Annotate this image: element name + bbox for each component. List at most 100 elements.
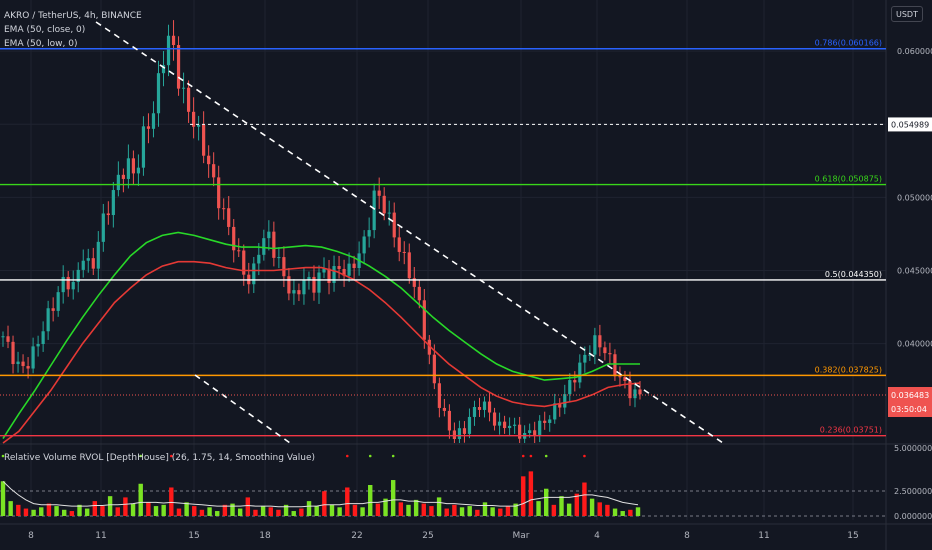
candle-body: [628, 380, 632, 399]
candle-body: [322, 268, 326, 273]
candle-body: [472, 406, 477, 417]
candle-body: [186, 87, 191, 112]
candle-body: [578, 362, 582, 383]
candle-body: [568, 380, 572, 395]
candle-body: [477, 406, 482, 410]
rvol-bar: [291, 511, 296, 516]
candle-body: [362, 236, 366, 254]
rvol-bar: [69, 511, 75, 516]
ema-low-label[interactable]: EMA (50, low, 0): [4, 39, 78, 49]
time-tick-label: 11: [95, 531, 106, 541]
rvol-bar: [589, 498, 595, 516]
rvol-bar: [138, 483, 143, 516]
rvol-bar: [123, 497, 128, 516]
candle-body: [111, 190, 115, 216]
rvol-bar: [566, 503, 572, 516]
candle-body: [372, 190, 376, 231]
rvol-bar: [16, 504, 21, 516]
candle-body: [422, 300, 426, 340]
candle-body: [502, 421, 507, 429]
fib-level-label: 0.618(0.050875): [815, 175, 882, 184]
candle-body: [492, 412, 497, 426]
rvol-bar: [398, 502, 404, 516]
indicator-legend[interactable]: Relative Volume RVOL [DepthHouse] (26, 1…: [4, 453, 316, 463]
last-price-box: [888, 387, 932, 418]
fib-level-label: 0.786(0.060166): [815, 39, 882, 48]
rvol-bar: [207, 507, 212, 516]
candle-body: [367, 230, 371, 237]
time-tick-label: 15: [188, 531, 199, 541]
time-tick-label: 8: [684, 531, 690, 541]
candle-body: [377, 190, 381, 196]
candle-body: [563, 394, 567, 408]
candle-body: [538, 420, 542, 435]
candle-body: [573, 380, 577, 383]
ema-close-label[interactable]: EMA (50, close, 0): [4, 25, 86, 35]
candle-body: [141, 126, 146, 168]
rvol-bar: [337, 507, 342, 516]
rvol-bar: [551, 504, 557, 516]
candle-body: [166, 35, 171, 66]
rvol-bar: [368, 485, 373, 516]
rvol-signal-dot: [170, 454, 173, 458]
candle-body: [76, 269, 80, 282]
rvol-bar: [345, 487, 350, 516]
rvol-bar: [8, 501, 13, 516]
candle-body: [26, 366, 30, 369]
candle-body: [533, 430, 537, 435]
candle-body: [633, 389, 637, 399]
candle-body: [212, 164, 216, 178]
candle-body: [407, 252, 411, 279]
candle-body: [121, 174, 125, 179]
rvol-bar: [390, 480, 396, 516]
rvol-bar: [276, 509, 281, 516]
rvol-bar: [543, 488, 549, 516]
rvol-bar: [260, 506, 266, 516]
candle-body: [1, 336, 5, 338]
rvol-bar: [62, 509, 67, 516]
rvol-bar: [84, 508, 90, 516]
rvol-bar: [268, 507, 273, 516]
rvol-bar: [429, 506, 434, 516]
rvol-bar: [383, 498, 388, 516]
time-tick-label: 22: [351, 531, 362, 541]
rvol-bar: [322, 491, 327, 516]
candle-body: [432, 354, 436, 384]
candle-body: [553, 403, 557, 420]
rvol-signal-dot: [529, 454, 533, 458]
candle-body: [96, 241, 100, 269]
candle-body: [317, 272, 321, 293]
rvol-bar: [628, 509, 633, 516]
rvol-bar: [521, 476, 526, 516]
indicator-pane: [0, 454, 886, 517]
indicator-tick-label: 2.500000: [894, 487, 932, 496]
candle-body: [71, 281, 75, 290]
rvol-bar: [100, 506, 105, 516]
candle-body: [457, 428, 462, 440]
time-tick-label: 18: [259, 531, 271, 541]
indicator-tick-label: 5.000000: [894, 444, 932, 453]
candle-body: [402, 251, 406, 253]
rvol-bar: [314, 506, 319, 516]
candle-body: [487, 401, 492, 413]
currency-button[interactable]: USDT: [891, 6, 923, 22]
candle-body: [452, 430, 457, 440]
rvol-signal-dot: [139, 454, 143, 458]
price-tick-label: 0.050000: [897, 193, 932, 202]
candle-body: [126, 158, 130, 179]
candle-body: [608, 353, 612, 355]
rvol-bar: [237, 508, 243, 516]
candle-body: [46, 308, 50, 332]
rvol-signal-dot: [391, 454, 395, 458]
candle-body: [482, 401, 487, 410]
candle-body: [191, 111, 196, 127]
candle-body: [91, 258, 95, 269]
candle-body: [442, 407, 446, 411]
candle-body: [307, 276, 311, 280]
candle-body: [56, 292, 60, 311]
candle-body: [347, 263, 351, 276]
rvol-bar: [299, 508, 304, 516]
symbol-label[interactable]: AKRO / TetherUS, 4h, BINANCE: [4, 11, 142, 21]
candle-body: [327, 268, 331, 283]
